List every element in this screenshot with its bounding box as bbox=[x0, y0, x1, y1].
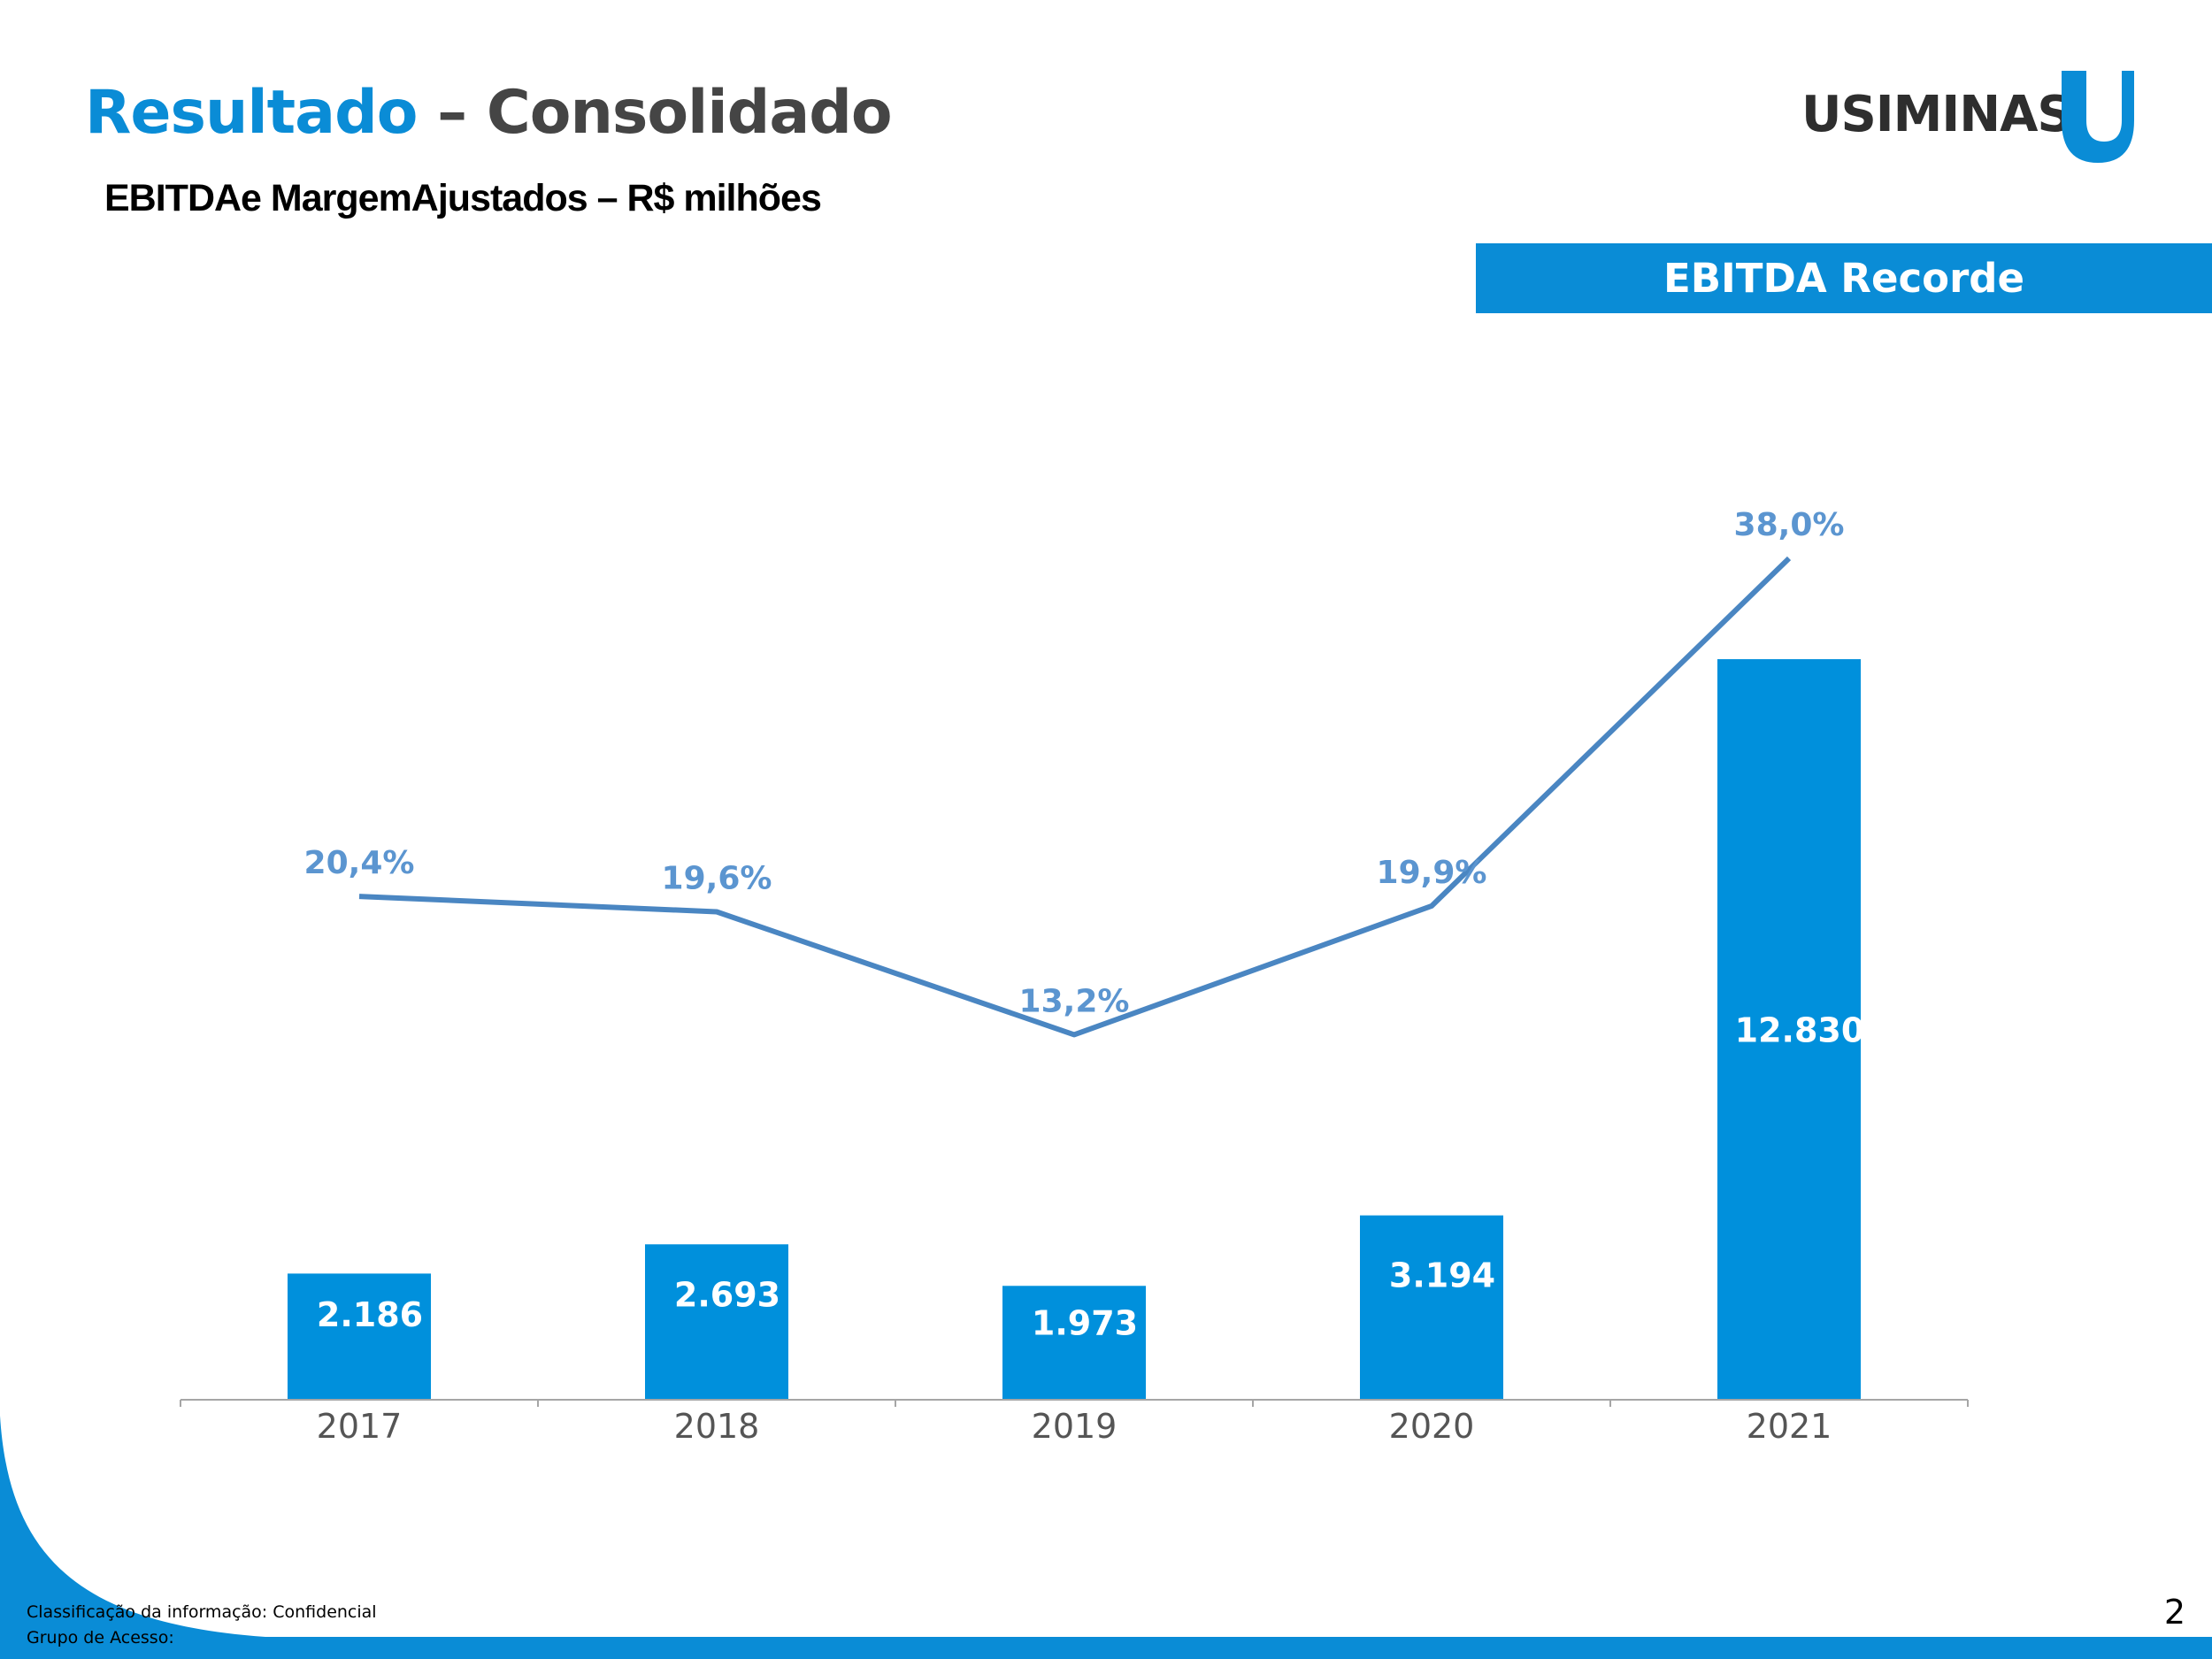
bar-value-label: 2.693 bbox=[674, 1276, 780, 1315]
margin-value-label: 20,4% bbox=[304, 845, 415, 881]
margin-value-label: 19,9% bbox=[1377, 855, 1487, 891]
usiminas-logo: USIMINAS bbox=[1801, 64, 2155, 170]
bar-value-label: 3.194 bbox=[1389, 1256, 1495, 1294]
margin-value-label: 13,2% bbox=[1019, 983, 1130, 1019]
x-tick-label: 2021 bbox=[1747, 1407, 1832, 1446]
bar-value-label: 2.186 bbox=[317, 1295, 423, 1334]
access-group-text: Grupo de Acesso: bbox=[27, 1628, 174, 1647]
page-number: 2 bbox=[2163, 1593, 2185, 1632]
margin-value-label: 19,6% bbox=[662, 860, 772, 896]
logo-text: USIMINAS bbox=[1801, 86, 2073, 143]
ebitda-record-banner: EBITDA Recorde bbox=[1476, 243, 2212, 313]
bar-2019 bbox=[1002, 1286, 1146, 1400]
title-highlight: Resultado bbox=[85, 78, 418, 148]
title-rest: – Consolidado bbox=[417, 78, 892, 148]
footer-note: Classificação da informação: Confidencia… bbox=[27, 1600, 377, 1651]
bar-2020 bbox=[1360, 1215, 1503, 1400]
margin-line bbox=[358, 556, 1792, 1038]
bar-2021 bbox=[1717, 659, 1861, 1400]
x-tick-label: 2020 bbox=[1389, 1407, 1475, 1446]
classification-text: Classificação da informação: Confidencia… bbox=[27, 1602, 377, 1622]
page-title: Resultado – Consolidado bbox=[85, 78, 893, 148]
x-tick-label: 2017 bbox=[317, 1407, 403, 1446]
bar-value-label: 12.830 bbox=[1735, 1011, 1865, 1050]
logo-u-icon bbox=[2062, 71, 2134, 163]
x-tick-label: 2019 bbox=[1032, 1407, 1118, 1446]
x-tick-label: 2018 bbox=[674, 1407, 760, 1446]
bar-2017 bbox=[288, 1273, 431, 1400]
chart-subtitle: EBITDAe MargemAjustados – R$ milhões bbox=[104, 177, 822, 219]
bar-value-label: 1.973 bbox=[1032, 1303, 1138, 1342]
margin-value-label: 38,0% bbox=[1734, 507, 1845, 543]
bar-2018 bbox=[645, 1244, 788, 1400]
